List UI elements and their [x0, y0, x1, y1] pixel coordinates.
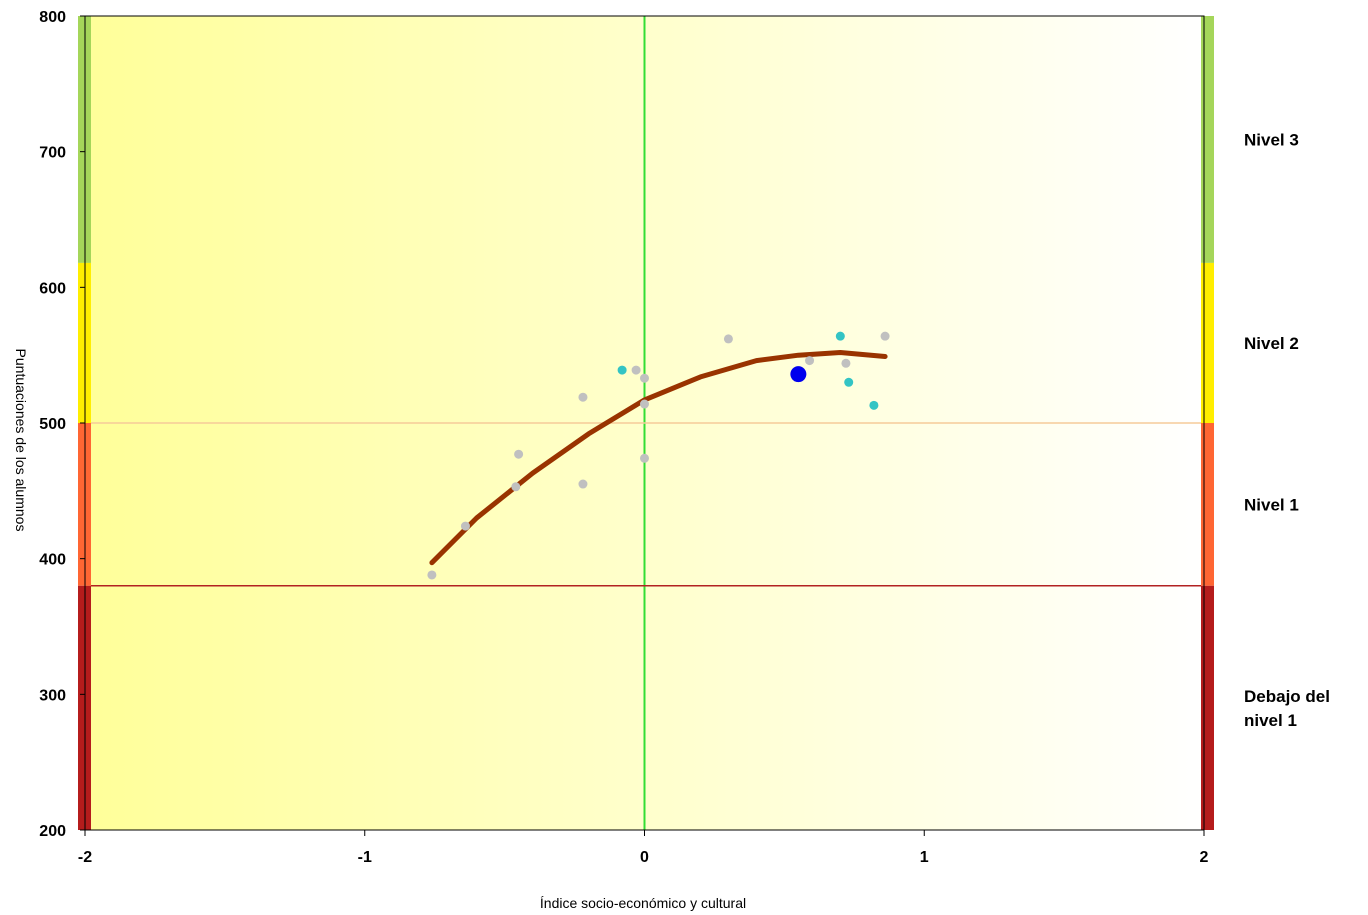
trend-line-layer [429, 350, 888, 566]
data-point [723, 334, 733, 344]
level-band-right [1201, 423, 1214, 586]
y-tick-label: 400 [39, 552, 66, 569]
level-band-right [1201, 585, 1214, 830]
reference-lines [91, 16, 1201, 830]
y-axis-title: Puntuaciones de los alumnos [13, 349, 29, 532]
data-point [835, 331, 845, 341]
data-point [617, 365, 627, 375]
axis-ticks: -2 -1 0 1 2 200 300 400 500 600 700 800 [39, 9, 1208, 866]
band-label: nivel 1 [1244, 711, 1297, 730]
x-tick-label: 0 [640, 849, 649, 866]
y-tick-label: 200 [39, 823, 66, 840]
band-label: Nivel 3 [1244, 130, 1299, 149]
y-tick-label: 600 [39, 280, 66, 297]
data-point [640, 399, 649, 409]
data-point [460, 521, 470, 531]
y-tick-label: 500 [39, 416, 66, 433]
data-point [514, 449, 524, 459]
level-bands-right [1201, 16, 1214, 830]
data-point [880, 331, 890, 341]
band-label: Nivel 1 [1244, 495, 1299, 514]
data-point [427, 570, 437, 580]
x-axis-title: Índice socio-económico y cultural [540, 895, 746, 911]
level-band-right [1201, 16, 1214, 263]
y-tick-label: 300 [39, 687, 66, 704]
points-layer [427, 331, 890, 580]
data-point [578, 392, 588, 402]
data-point [869, 400, 879, 410]
x-tick-label: -1 [358, 849, 372, 866]
data-point [511, 482, 521, 492]
band-labels: Nivel 3 Nivel 2 Nivel 1 Debajo del nivel 1 [1244, 130, 1330, 729]
x-tick-label: 2 [1200, 849, 1209, 866]
data-point [640, 373, 649, 383]
band-label: Nivel 2 [1244, 334, 1299, 353]
y-tick-label: 700 [39, 145, 66, 162]
data-point [631, 365, 641, 375]
data-point [805, 356, 815, 366]
level-band-right [1201, 262, 1214, 423]
highlight-point [790, 366, 807, 383]
band-label: Debajo del [1244, 687, 1330, 706]
data-point [844, 377, 854, 387]
trend-line [429, 350, 888, 566]
y-tick-label: 800 [39, 9, 66, 26]
x-tick-label: -2 [78, 849, 92, 866]
data-point [841, 358, 851, 368]
data-point [640, 453, 649, 463]
x-tick-label: 1 [920, 849, 929, 866]
data-point [578, 479, 588, 489]
